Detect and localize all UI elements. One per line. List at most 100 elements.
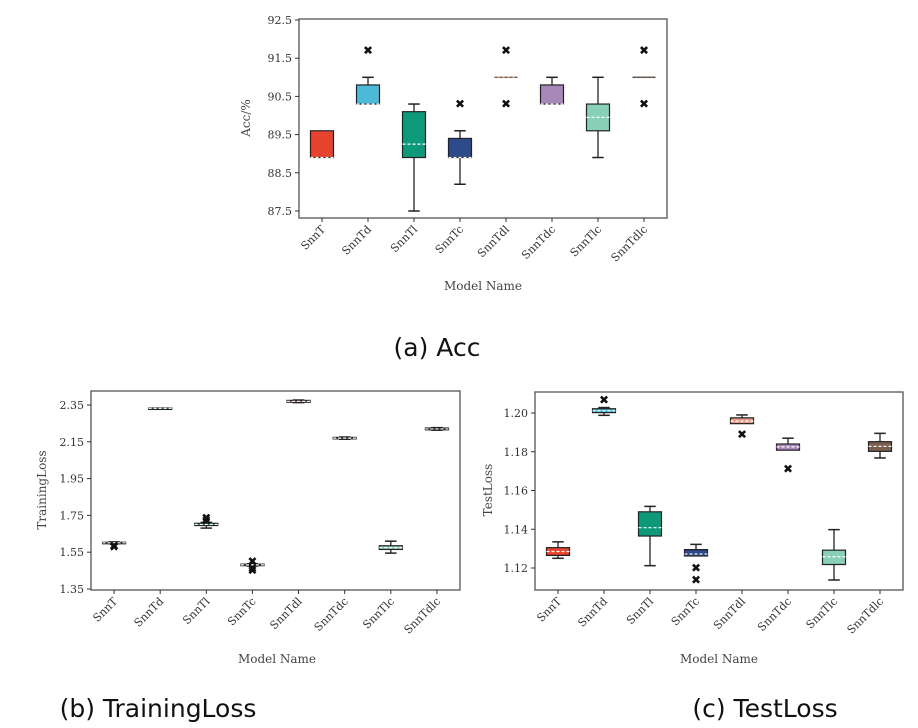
box-SnnTd — [148, 407, 173, 411]
x-tick-label: SnnTl — [388, 223, 421, 256]
y-tick-label: 2.35 — [60, 399, 85, 412]
iqr-box — [401, 111, 427, 159]
plot-frame — [90, 390, 461, 591]
figure-caption: (a) Acc — [394, 333, 481, 362]
iqr-box — [447, 137, 473, 159]
box-SnnTlc — [585, 76, 611, 159]
y-tick-label: 1.55 — [60, 546, 85, 559]
y-tick-label: 1.16 — [504, 485, 529, 498]
outlier-marker: ✖ — [109, 540, 119, 554]
figure-caption: (c) TestLoss — [692, 694, 837, 723]
iqr-box — [355, 84, 381, 105]
y-tick-label: 1.12 — [504, 562, 529, 575]
box-SnnTlc — [821, 528, 847, 581]
x-tick-label: SnnTdl — [267, 595, 305, 633]
box-SnnTdc — [539, 76, 565, 105]
y-tick-label: 88.5 — [268, 167, 293, 180]
x-tick-label: SnnTdlc — [845, 595, 887, 637]
outlier-marker: ✖ — [691, 573, 701, 587]
y-tick-label: 89.5 — [268, 129, 293, 142]
outlier-marker: ✖ — [599, 393, 609, 407]
outlier-marker: ✖ — [455, 97, 465, 111]
box-SnnTl — [637, 505, 663, 567]
iqr-box — [309, 130, 335, 159]
y-axis-title: Acc/% — [239, 99, 253, 138]
outlier-marker: ✖ — [363, 44, 373, 58]
iqr-box — [683, 548, 709, 557]
x-tick-label: SnnTlc — [804, 595, 841, 632]
box-SnnTc: ✖✖ — [683, 543, 709, 587]
box-SnnTd: ✖ — [591, 393, 617, 417]
box-SnnTd: ✖ — [355, 44, 381, 105]
x-axis-title: Model Name — [444, 279, 522, 293]
x-tick-label: SnnTdl — [711, 595, 749, 633]
figure-caption: (b) TrainingLoss — [60, 694, 257, 723]
y-tick-label: 1.14 — [504, 523, 529, 536]
outlier-marker: ✖ — [691, 561, 701, 575]
outlier-marker: ✖ — [501, 97, 511, 111]
x-tick-label: SnnTlc — [360, 595, 397, 632]
box-SnnTdc: ✖ — [775, 437, 801, 476]
x-tick-label: SnnTdl — [475, 223, 513, 261]
plot-frame — [298, 18, 668, 219]
testloss-chart: 1.12 1.14 1.16 1.18 1.20 SnnT SnnTd SnnTl SnnTc S… — [481, 391, 904, 723]
x-tick-label: SnnTdc — [755, 595, 794, 634]
x-tick-label: SnnTd — [575, 595, 610, 630]
box-SnnTlc — [378, 540, 403, 554]
box-SnnTdl: ✖✖ — [494, 44, 518, 111]
box-SnnTdl — [286, 399, 311, 404]
iqr-box — [539, 84, 565, 105]
outlier-marker: ✖ — [783, 462, 793, 476]
box-SnnTdc — [332, 436, 357, 440]
y-tick-label: 92.5 — [268, 14, 293, 27]
box-SnnT: ✖✖ — [101, 539, 127, 554]
outlier-marker: ✖ — [109, 539, 119, 553]
outlier-marker: ✖ — [201, 514, 211, 528]
outlier-marker: ✖ — [201, 511, 211, 525]
box-SnnTdlc: ✖✖ — [632, 44, 656, 111]
box-SnnTc: ✖✖✖ — [240, 554, 265, 578]
x-tick-label: SnnTdc — [312, 595, 351, 634]
box-SnnTc: ✖ — [447, 97, 473, 186]
outlier-marker: ✖ — [639, 97, 649, 111]
outlier-marker: ✖ — [737, 427, 747, 441]
outlier-marker: ✖ — [639, 44, 649, 58]
x-tick-label: SnnTl — [624, 595, 657, 628]
outlier-marker: ✖ — [501, 44, 511, 58]
box-SnnTl — [401, 103, 427, 212]
x-tick-label: SnnTdlc — [609, 223, 651, 265]
x-tick-label: SnnT — [534, 594, 564, 624]
x-tick-label: SnnTd — [339, 223, 374, 258]
y-tick-label: 1.18 — [504, 446, 529, 459]
x-tick-label: SnnTlc — [568, 223, 605, 260]
trainloss-chart: 1.35 1.55 1.75 1.95 2.15 2.35 SnnT SnnTd SnnTl Sn… — [35, 390, 461, 723]
y-axis-title: TestLoss — [481, 464, 495, 517]
x-tick-label: SnnTdc — [519, 223, 558, 262]
outlier-marker: ✖ — [247, 561, 257, 575]
y-tick-label: 90.5 — [268, 90, 293, 103]
plot-frame — [534, 391, 904, 591]
iqr-box — [637, 511, 663, 537]
x-axis-title: Model Name — [238, 652, 316, 666]
box-SnnT — [545, 541, 571, 560]
box-SnnTl: ✖✖ — [194, 511, 219, 529]
box-SnnT — [309, 130, 335, 159]
x-tick-label: SnnTd — [132, 595, 167, 630]
box-SnnTdlc — [424, 426, 450, 431]
box-SnnTdl: ✖ — [729, 414, 755, 441]
outlier-marker: ✖ — [247, 564, 257, 578]
y-tick-label: 87.5 — [268, 205, 293, 218]
y-tick-label: 1.75 — [60, 509, 85, 522]
x-axis-title: Model Name — [680, 652, 758, 666]
y-tick-label: 2.15 — [60, 436, 85, 449]
acc-chart: 87.5 88.5 89.5 90.5 91.5 92.5 SnnT SnnTd SnnTl Sn… — [239, 14, 668, 362]
x-tick-label: SnnT — [298, 222, 328, 252]
outlier-marker: ✖ — [247, 554, 257, 568]
x-tick-label: SnnTdlc — [402, 595, 444, 637]
x-tick-label: SnnTc — [225, 595, 258, 628]
y-tick-label: 1.95 — [60, 473, 85, 486]
y-axis-title: TrainingLoss — [35, 450, 49, 529]
x-tick-label: SnnT — [90, 594, 120, 624]
x-tick-label: SnnTc — [433, 223, 466, 256]
